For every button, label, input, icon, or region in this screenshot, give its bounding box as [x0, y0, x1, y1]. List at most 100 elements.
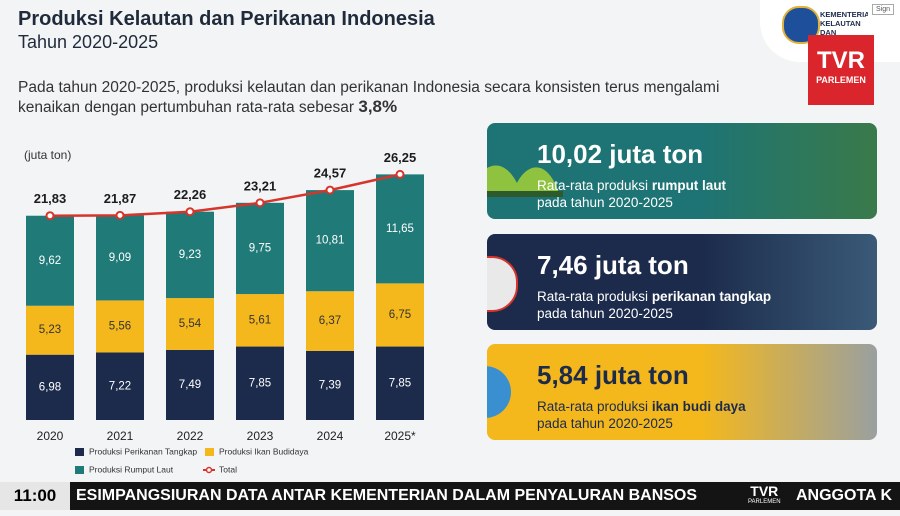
bar-segment: [26, 354, 74, 420]
card-value: 7,46 juta ton: [537, 250, 689, 280]
ministry-name: KEMENTERIAN KELAUTAN DAN PERIKANAN: [820, 10, 868, 37]
value-label: 6,98: [39, 381, 61, 393]
value-label: 7,49: [179, 379, 201, 391]
value-label: 6,37: [319, 315, 341, 327]
title: Produksi Kelautan dan Perikanan Indonesi…: [18, 8, 435, 30]
card-icon: [487, 256, 518, 312]
value-label: 11,65: [386, 223, 414, 235]
value-label: 9,23: [179, 249, 201, 261]
value-label: 10,81: [316, 235, 345, 247]
ticker-next: ANGGOTA K: [796, 487, 892, 504]
ticker-logo: TVR PARLEMEN: [748, 483, 781, 506]
bar-segment: [166, 349, 214, 420]
legend-label: Produksi Rumput Laut: [89, 464, 174, 474]
ticker-headline: ESIMPANGSIURAN DATA ANTAR KEMENTERIAN DA…: [76, 487, 698, 504]
y-axis-label: (juta ton): [24, 148, 71, 162]
bar-segment: [236, 346, 284, 420]
legend-swatch: [75, 448, 84, 456]
total-label: 21,83: [34, 191, 67, 206]
total-marker: [395, 169, 405, 179]
card-text: pada tahun 2020-2025: [537, 306, 673, 321]
bar-segment: [376, 346, 424, 420]
channel-sub: PARLEMEN: [816, 75, 866, 85]
legend-label: Produksi Perikanan Tangkap: [89, 446, 197, 456]
total-label: 22,26: [174, 187, 207, 202]
card-text: Rata-rata produksi: [537, 399, 652, 414]
value-label: 5,54: [179, 318, 202, 330]
legend-swatch: [205, 448, 214, 456]
value-label: 7,39: [319, 379, 341, 391]
ticker-time: 11:00: [0, 482, 70, 510]
intro-text: kenaikan dengan pertumbuhan rata-rata se…: [18, 99, 355, 116]
card-bold: ikan budi daya: [651, 399, 746, 414]
total-marker: [325, 185, 335, 195]
bar-segment: [166, 211, 214, 299]
total-label: 26,25: [384, 150, 417, 165]
channel-name: TVR: [817, 47, 865, 74]
x-tick-label: 2021: [107, 429, 134, 443]
value-label: 5,23: [39, 324, 61, 336]
bar-segment: [236, 202, 284, 295]
bar-segment: [166, 298, 214, 350]
stat-card: 5,84 juta ton Rata-rata produksi ikan bu…: [487, 344, 877, 440]
bar-segment: [96, 352, 144, 420]
intro-line: Pada tahun 2020-2025, produksi kelautan …: [18, 79, 720, 96]
x-tick-label: 2023: [247, 429, 274, 443]
value-label: 5,56: [109, 320, 131, 332]
value-label: 7,85: [249, 377, 271, 389]
total-line: [49, 173, 401, 217]
legend-label: Produksi Ikan Budidaya: [219, 446, 309, 456]
stat-card: 10,02 juta ton Rata-rata produksi rumput…: [487, 123, 877, 219]
bar-segment: [26, 215, 74, 306]
ticker-logo-name: TVR: [750, 483, 779, 499]
legend-label: Total: [219, 464, 237, 474]
bar-segment: [306, 190, 354, 292]
card-value: 10,02 juta ton: [537, 139, 704, 169]
x-tick-label: 2024: [317, 429, 344, 443]
bar-segment: [96, 300, 144, 353]
card-text: Rata-rata produksi: [537, 178, 652, 193]
total-marker: [45, 211, 55, 221]
bar-segment: [26, 305, 74, 355]
stat-card: 7,46 juta ton Rata-rata produksi perikan…: [487, 234, 877, 330]
card-text: pada tahun 2020-2025: [537, 195, 673, 210]
total-marker: [185, 207, 195, 217]
card-text: pada tahun 2020-2025: [537, 416, 673, 431]
card-text: Rata-rata produksi: [537, 289, 652, 304]
bar-segment: [236, 294, 284, 347]
x-tick-label: 2025*: [384, 429, 416, 443]
bar-segment: [306, 291, 354, 351]
card-desc: Rata-rata produksi perikanan tangkap pada…: [537, 288, 771, 322]
x-tick-label: 2020: [37, 429, 64, 443]
intro-line: kenaikan dengan pertumbuhan rata-rata se…: [18, 97, 397, 117]
legend-swatch: [205, 466, 213, 474]
bar-segment: [96, 215, 144, 301]
x-tick-label: 2022: [177, 429, 204, 443]
legend-swatch: [75, 466, 84, 474]
subtitle: Tahun 2020-2025: [18, 32, 159, 52]
total-marker: [255, 198, 265, 208]
card-icon: [487, 366, 511, 418]
bar-segment: [376, 283, 424, 347]
total-label: 21,87: [104, 191, 137, 206]
value-label: 5,61: [249, 314, 271, 326]
total-marker: [115, 210, 125, 220]
sign-button[interactable]: Sign: [872, 4, 895, 15]
card-bold: rumput laut: [651, 178, 727, 193]
value-label: 7,22: [109, 380, 131, 392]
bar-segment: [306, 350, 354, 420]
ticker-logo-sub: PARLEMEN: [748, 499, 781, 505]
value-label: 7,85: [389, 377, 411, 389]
value-label: 9,75: [249, 242, 271, 254]
ticker: 11:00 ESIMPANGSIURAN DATA ANTAR KEMENTER…: [0, 482, 900, 510]
channel-logo: TVR PARLEMEN: [808, 35, 874, 105]
card-value: 5,84 juta ton: [537, 360, 689, 390]
value-label: 9,09: [109, 252, 131, 264]
card-desc: Rata-rata produksi ikan budi daya pada ta…: [537, 398, 746, 432]
card-bold: perikanan tangkap: [651, 289, 772, 304]
card-icon: [487, 165, 563, 197]
bar-segment: [376, 174, 424, 284]
total-label: 23,21: [244, 178, 277, 193]
intro-highlight: 3,8%: [358, 97, 398, 116]
